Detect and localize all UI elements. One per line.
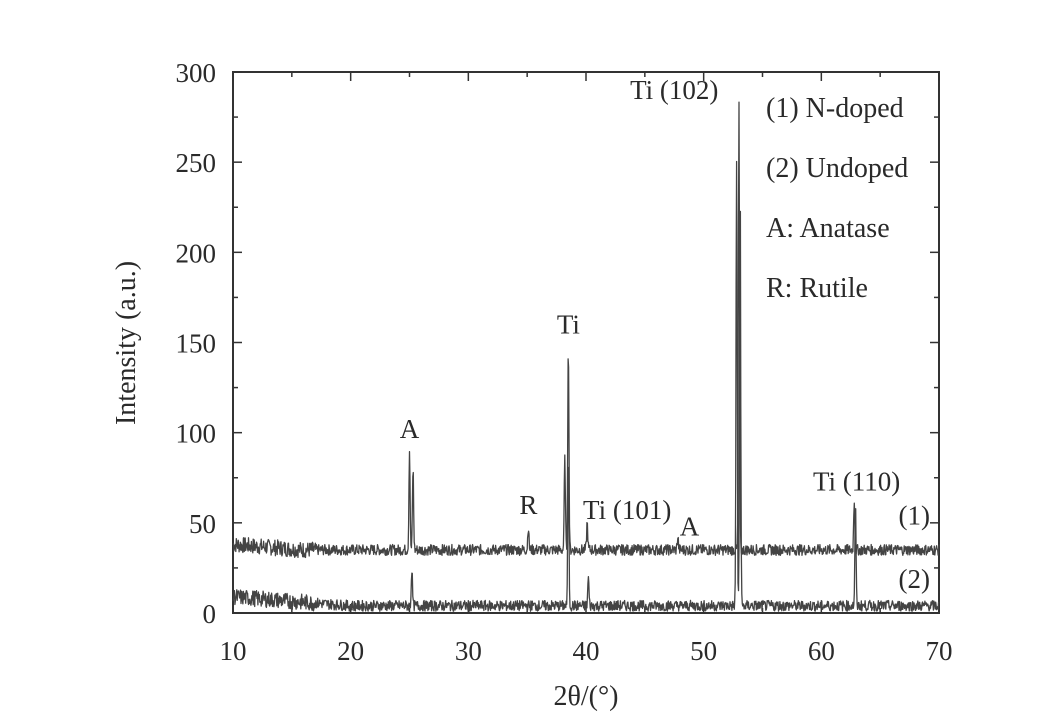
legend: (1) N-doped (2) Undoped A: Anatase R: Rutil… — [766, 93, 908, 304]
peak-label: (2) — [899, 564, 930, 594]
y-tick-label: 0 — [203, 599, 217, 629]
y-axis-title: Intensity (a.u.) — [111, 261, 142, 425]
x-tick-label: 40 — [573, 636, 600, 666]
x-tick-label: 50 — [690, 636, 717, 666]
series-line-2 — [232, 160, 940, 612]
legend-entry: R: Rutile — [766, 273, 868, 304]
peak-label: A — [400, 414, 420, 444]
peak-annotations: A R Ti Ti (101) A Ti (102) Ti (110) (1) (2) — [400, 75, 930, 594]
peak-label: Ti — [557, 309, 580, 339]
series-line-1 — [232, 101, 940, 559]
x-tick-label: 60 — [808, 636, 835, 666]
y-tick-label: 300 — [176, 58, 217, 88]
peak-label: Ti (110) — [813, 466, 900, 496]
axis-ticks — [232, 71, 940, 614]
x-tick-labels: 10 20 30 40 50 60 70 — [220, 636, 953, 666]
y-tick-label: 200 — [176, 238, 217, 268]
y-tick-labels: 0 50 100 150 200 250 300 — [176, 58, 217, 629]
legend-entry: (1) N-doped — [766, 93, 904, 124]
peak-label: R — [519, 490, 537, 520]
peak-label: A — [680, 511, 700, 541]
x-tick-label: 10 — [220, 636, 247, 666]
peak-label: Ti (102) — [630, 75, 718, 105]
legend-entry: A: Anatase — [766, 213, 890, 244]
legend-entry: (2) Undoped — [766, 153, 908, 184]
series-traces — [232, 101, 940, 612]
y-tick-label: 100 — [176, 419, 217, 449]
y-tick-label: 250 — [176, 148, 217, 178]
x-axis-title: 2θ/(°) — [553, 681, 618, 712]
peak-label: Ti (101) — [583, 495, 671, 525]
y-tick-label: 50 — [189, 509, 216, 539]
x-tick-label: 30 — [455, 636, 482, 666]
y-tick-label: 150 — [176, 329, 217, 359]
peak-label: (1) — [899, 501, 930, 531]
x-tick-label: 70 — [926, 636, 953, 666]
x-tick-label: 20 — [337, 636, 364, 666]
